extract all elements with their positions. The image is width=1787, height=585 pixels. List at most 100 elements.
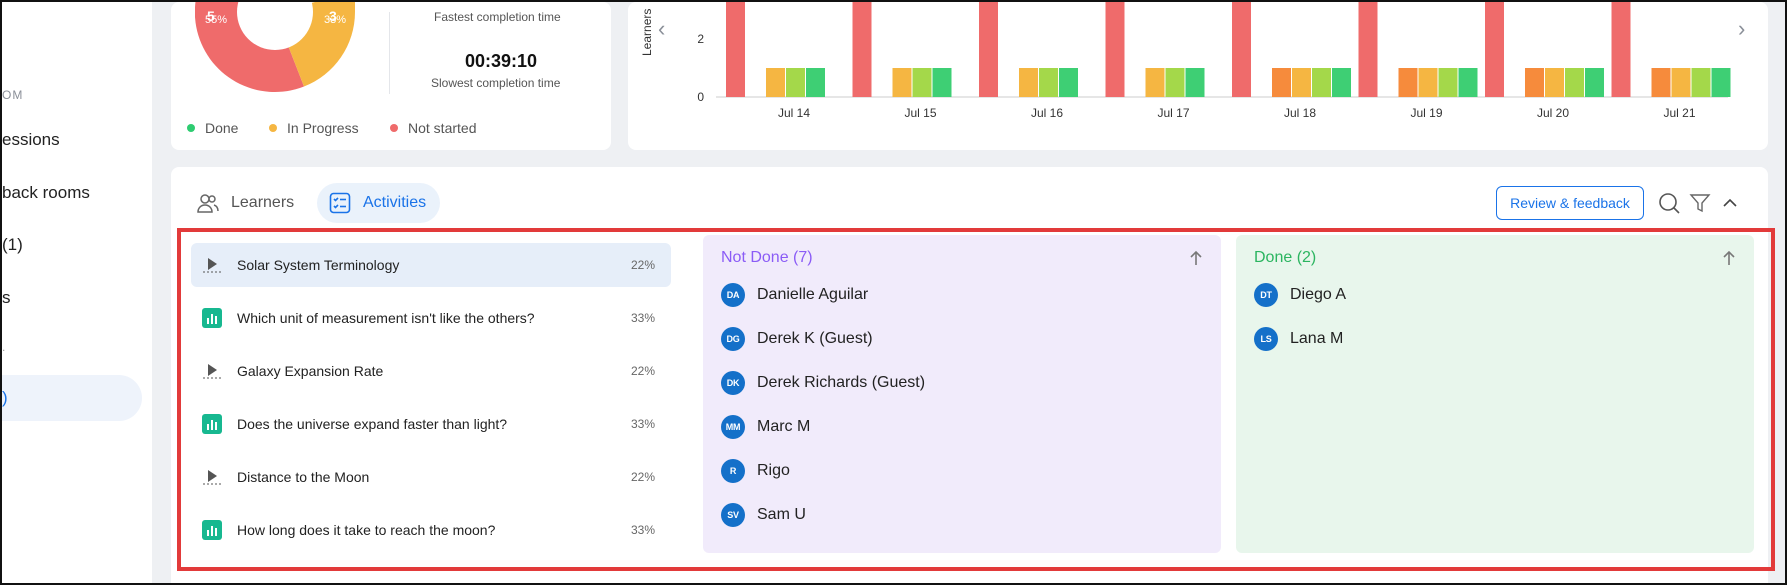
sidebar-item-sessions[interactable]: essions xyxy=(2,130,60,149)
bar-series-3 xyxy=(1312,68,1331,97)
tab-activities[interactable]: Activities xyxy=(317,183,441,223)
tab-learners[interactable]: Learners xyxy=(185,183,308,223)
activity-item-unit-of-measurement[interactable]: Which unit of measurement isn't like the… xyxy=(191,296,671,340)
x-tick-label: Jul 21 xyxy=(1664,106,1696,120)
activity-pct: 22% xyxy=(630,470,655,484)
y-tick-label: 2 xyxy=(697,32,704,46)
bar-series-1 xyxy=(1525,68,1544,97)
activity-pct: 33% xyxy=(630,523,655,537)
avatar: DT xyxy=(1254,283,1278,307)
poll-icon xyxy=(201,413,223,435)
avatar: R xyxy=(721,459,745,483)
sort-arrow-up-icon[interactable] xyxy=(1720,249,1738,267)
activity-item-solar-system-terminology[interactable]: Solar System Terminology 22% xyxy=(191,243,671,287)
learner-name: Lana M xyxy=(1290,330,1344,347)
activity-pct: 33% xyxy=(630,311,655,325)
bar-series-4 xyxy=(806,68,825,97)
bar-series-3 xyxy=(1039,68,1058,97)
review-feedback-button[interactable]: Review & feedback xyxy=(1496,186,1644,220)
video-icon xyxy=(201,360,223,382)
bar-series-2 xyxy=(892,68,912,97)
learner-name: Marc M xyxy=(757,418,811,435)
not-done-column: Not Done (7) DA Danielle Aguilar DG Dere… xyxy=(703,235,1221,553)
activity-item-reach-the-moon[interactable]: How long does it take to reach the moon?… xyxy=(191,508,671,552)
bar-not-started xyxy=(852,2,872,97)
learner-row[interactable]: SV Sam U xyxy=(721,503,806,527)
bar-series-2 xyxy=(766,68,785,97)
bar-series-2 xyxy=(1019,68,1038,97)
chart-next-icon[interactable]: › xyxy=(1738,16,1746,41)
sidebar-item-count[interactable]: (1) xyxy=(2,235,23,254)
learner-row[interactable]: DG Derek K (Guest) xyxy=(721,327,873,351)
completion-summary-card: 5 55% 3 33% Fastest completion time 00:3… xyxy=(171,0,611,150)
bar-series-1 xyxy=(1272,68,1291,97)
search-icon[interactable] xyxy=(1657,191,1681,215)
activity-item-universe-expand[interactable]: Does the universe expand faster than lig… xyxy=(191,402,671,446)
activity-title: Galaxy Expansion Rate xyxy=(237,363,384,379)
sidebar-item-active[interactable] xyxy=(2,375,142,421)
learner-name: Diego A xyxy=(1290,286,1347,303)
status-donut-chart: 5 55% 3 33% xyxy=(194,0,355,92)
sidebar-item-active-label: ) xyxy=(2,388,8,407)
chart-prev-icon[interactable]: ‹ xyxy=(658,16,666,41)
bar-series-2 xyxy=(1292,68,1311,97)
bar-series-4 xyxy=(932,68,952,97)
bar-series-1 xyxy=(1398,68,1418,97)
users-icon xyxy=(195,190,221,216)
learner-row[interactable]: R Rigo xyxy=(721,459,790,483)
bar-series-3 xyxy=(1438,68,1458,97)
bar-series-4 xyxy=(1332,68,1351,97)
y-tick-label: 0 xyxy=(697,90,704,104)
sidebar-item-dot: . xyxy=(2,340,6,354)
bar-series-3 xyxy=(786,68,805,97)
poll-icon xyxy=(201,519,223,541)
sort-arrow-up-icon[interactable] xyxy=(1187,249,1205,267)
activity-item-distance-to-moon[interactable]: Distance to the Moon 22% xyxy=(191,455,671,499)
x-tick-label: Jul 20 xyxy=(1537,106,1569,120)
learner-row[interactable]: DT Diego A xyxy=(1254,283,1346,307)
learner-row[interactable]: DK Derek Richards (Guest) xyxy=(721,371,925,395)
filter-icon[interactable] xyxy=(1688,191,1712,215)
bar-series-4 xyxy=(1059,68,1078,97)
video-icon xyxy=(201,254,223,276)
sidebar-section-label: OM xyxy=(2,88,24,102)
activity-item-galaxy-expansion-rate[interactable]: Galaxy Expansion Rate 22% xyxy=(191,349,671,393)
bar-series-4 xyxy=(1458,68,1478,97)
x-tick-label: Jul 19 xyxy=(1411,106,1443,120)
chevron-up-icon[interactable] xyxy=(1718,191,1742,215)
learner-name: Rigo xyxy=(757,462,790,479)
x-tick-label: Jul 14 xyxy=(778,106,810,120)
bar-not-started xyxy=(1232,2,1251,97)
bar-series-3 xyxy=(912,68,932,97)
bar-not-started xyxy=(1358,2,1378,97)
fastest-completion-label: Fastest completion time xyxy=(434,10,561,24)
bar-series-3 xyxy=(1165,68,1185,97)
sidebar-item-partial[interactable]: s xyxy=(2,288,11,307)
learner-name: Derek K (Guest) xyxy=(757,330,873,347)
activity-pct: 33% xyxy=(630,417,655,431)
bar-not-started xyxy=(979,2,998,97)
x-tick-label: Jul 18 xyxy=(1284,106,1316,120)
not-done-title: Not Done (7) xyxy=(721,249,813,266)
slowest-completion-time: 00:39:10 xyxy=(465,51,538,71)
avatar: LS xyxy=(1254,327,1278,351)
legend-not-started-label: Not started xyxy=(408,120,477,136)
donut-svg xyxy=(194,0,355,92)
bar-not-started xyxy=(726,2,745,97)
legend-not-started: Not started xyxy=(390,120,476,136)
activity-title: Which unit of measurement isn't like the… xyxy=(237,310,535,326)
bar-series-1 xyxy=(1651,68,1671,97)
bar-series-4 xyxy=(1185,68,1205,97)
activity-title: Distance to the Moon xyxy=(237,469,370,485)
slowest-completion-label: Slowest completion time xyxy=(431,76,561,90)
bar-not-started xyxy=(1611,2,1631,97)
sidebar-item-breakout-rooms[interactable]: back rooms xyxy=(2,183,90,202)
daily-progress-chart-card: Learners ‹ › 0 2 Jul 14 Jul 15 Jul 16 Jul 17 J… xyxy=(628,2,1768,150)
learner-row[interactable]: DA Danielle Aguilar xyxy=(721,283,868,307)
donut-in-progress-pct: 33% xyxy=(324,14,347,26)
done-title: Done (2) xyxy=(1254,249,1317,266)
learner-row[interactable]: MM Marc M xyxy=(721,415,810,439)
poll-icon xyxy=(201,307,223,329)
bar-series-3 xyxy=(1565,68,1584,97)
learner-row[interactable]: LS Lana M xyxy=(1254,327,1343,351)
